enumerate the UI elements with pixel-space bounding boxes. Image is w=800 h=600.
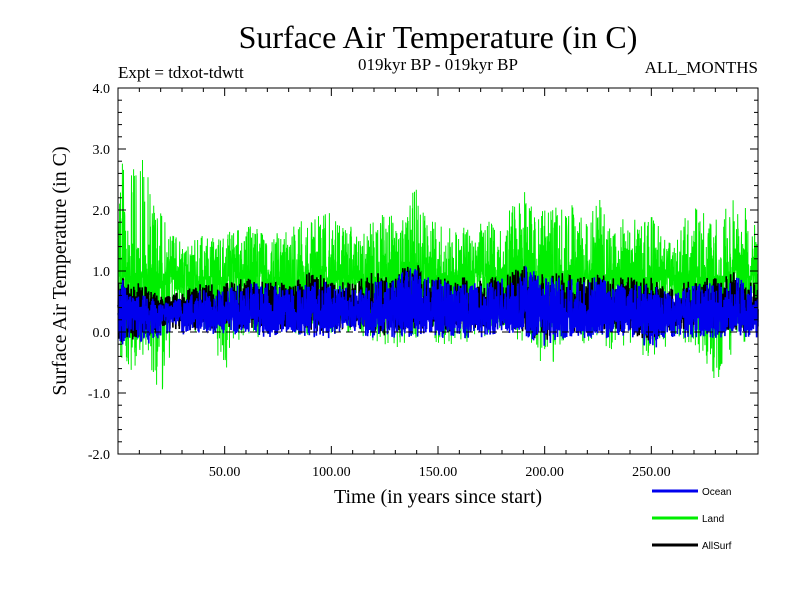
period-label: 019kyr BP - 019kyr BP xyxy=(358,55,518,74)
x-axis-label: Time (in years since start) xyxy=(334,486,542,508)
legend-label-land: Land xyxy=(702,514,724,525)
series-line-land xyxy=(117,159,759,390)
y-axis-label: Surface Air Temperature (in C) xyxy=(49,146,71,395)
chart-title: Surface Air Temperature (in C) xyxy=(239,19,638,55)
x-tick-label: 50.00 xyxy=(209,465,241,480)
series-layer xyxy=(117,159,759,390)
y-tick-label: 4.0 xyxy=(93,82,111,97)
legend: Ocean Land AllSurf xyxy=(652,487,732,552)
legend-label-allsurf: AllSurf xyxy=(702,541,732,552)
months-label: ALL_MONTHS xyxy=(645,58,758,77)
y-tick-label: 1.0 xyxy=(93,265,111,280)
y-tick-label: -1.0 xyxy=(88,387,110,402)
x-tick-label: 200.00 xyxy=(525,465,564,480)
x-tick-label: 100.00 xyxy=(312,465,351,480)
y-tick-label: 3.0 xyxy=(93,143,111,158)
legend-label-ocean: Ocean xyxy=(702,487,731,498)
x-axis: 50.00 100.00 150.00 200.00 250.00 xyxy=(138,88,738,480)
x-tick-label: 250.00 xyxy=(632,465,671,480)
y-tick-label: -2.0 xyxy=(88,448,110,463)
y-tick-label: 2.0 xyxy=(93,204,111,219)
plot-area: 50.00 100.00 150.00 200.00 250.00 -2.0 -1.0 0.… xyxy=(88,82,759,480)
y-tick-label: 0.0 xyxy=(93,326,111,341)
y-axis: -2.0 -1.0 0.0 1.0 2.0 3.0 4.0 xyxy=(88,82,758,463)
series-line-ocean xyxy=(117,265,759,348)
x-tick-label: 150.00 xyxy=(419,465,458,480)
experiment-label: Expt = tdxot-tdwtt xyxy=(118,63,244,82)
